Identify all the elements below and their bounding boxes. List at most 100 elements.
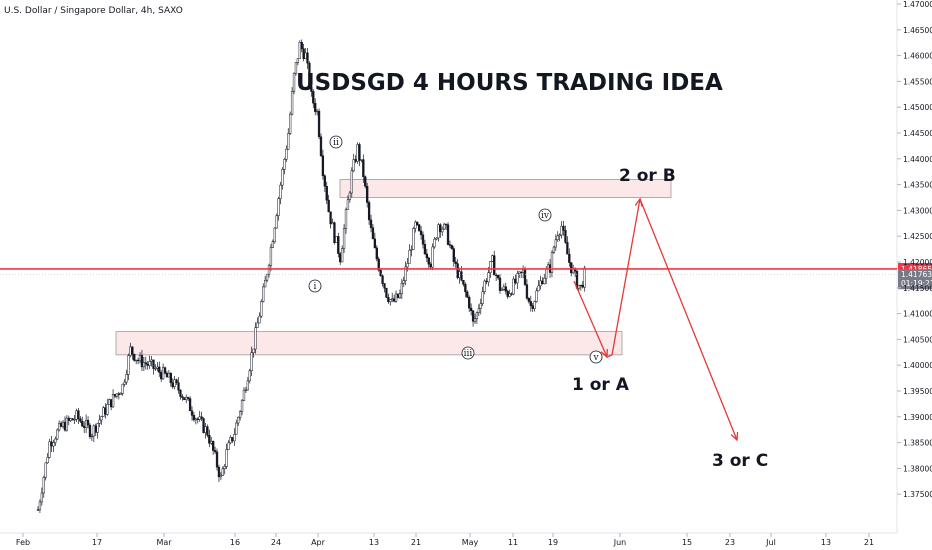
time-axis[interactable]: Feb 17 Mar 16 24 Apr 13 21 May 11 19 Jun 15 23 Jul 13 21: [16, 533, 874, 547]
candle-body: [61, 421, 65, 427]
projection-arrowhead: [634, 197, 643, 207]
candle-body: [98, 419, 101, 424]
candle-body: [496, 275, 500, 279]
candle-body: [208, 435, 211, 444]
y-tick-label: 1.41500: [903, 284, 932, 293]
wave-label: iii: [464, 349, 473, 359]
projection-arrows: 2 or B 1 or A 3 or C: [572, 166, 768, 471]
y-tick-label: 1.38000: [903, 464, 932, 473]
candle-body: [290, 91, 294, 115]
projection-segment[interactable]: [611, 198, 641, 356]
candle-body: [115, 393, 119, 397]
candle-body: [450, 245, 454, 249]
projection-segment[interactable]: [639, 198, 738, 441]
candle-body: [160, 372, 163, 380]
candle-body: [344, 209, 348, 229]
candle-body: [175, 379, 178, 383]
candle-body: [552, 246, 556, 253]
candle-body: [111, 394, 115, 408]
candle-body: [387, 297, 390, 303]
candle-body: [129, 346, 132, 356]
candle-body: [425, 253, 429, 259]
candle-body: [65, 417, 69, 431]
candle-body: [38, 501, 42, 511]
candle-body: [102, 407, 105, 417]
y-tick-label: 1.41000: [903, 310, 932, 319]
y-tick-label: 1.42500: [903, 232, 932, 241]
candle-body: [119, 393, 122, 395]
candle-body: [317, 110, 321, 138]
candle-body: [568, 253, 571, 263]
candle-body: [190, 410, 194, 416]
candle-body: [502, 286, 506, 290]
candle-body: [373, 238, 377, 249]
candle-body: [408, 249, 411, 264]
candle-body: [579, 284, 583, 287]
candle-body: [377, 258, 380, 271]
projection-segment[interactable]: [573, 280, 608, 358]
candle-body: [350, 170, 353, 194]
candle-body: [410, 249, 413, 251]
candle-body: [279, 184, 282, 199]
candle-body: [358, 144, 361, 161]
candle-body: [63, 421, 67, 431]
candle-body: [529, 301, 532, 306]
candle-body: [173, 379, 176, 388]
y-tick-label: 1.46500: [903, 26, 932, 35]
candle-body: [244, 389, 248, 392]
candle-body: [433, 238, 436, 248]
candle-body: [423, 244, 427, 255]
candle-body: [302, 48, 305, 59]
candle-body: [443, 223, 446, 230]
bar-countdown-label: 01:19:21: [901, 279, 932, 288]
projection-segment[interactable]: [606, 354, 613, 358]
candle-body: [48, 441, 51, 458]
candle-body: [67, 417, 70, 421]
candle-body: [277, 198, 280, 216]
candle-body: [577, 284, 581, 289]
candle-body: [506, 290, 509, 297]
x-tick-label: May: [462, 538, 479, 547]
price-axis[interactable]: 1.47000 1.46500 1.46000 1.45500 1.45000 1.445…: [897, 0, 932, 499]
candle-body: [154, 368, 157, 370]
candle-body: [165, 372, 169, 378]
candle-body: [491, 255, 494, 262]
candle-body: [69, 418, 72, 421]
projection-arrowhead: [730, 431, 739, 442]
wave-circle: [329, 135, 343, 149]
candle-body: [495, 274, 498, 277]
candle-body: [412, 228, 415, 250]
candle-body: [329, 211, 332, 225]
zone-box[interactable]: [339, 179, 672, 198]
candle-body: [133, 353, 136, 361]
candle-body: [429, 263, 432, 268]
candle-body: [81, 421, 84, 427]
candle-body: [113, 394, 117, 397]
candle-body: [319, 136, 323, 156]
candle-body: [79, 418, 82, 422]
candle-body: [566, 242, 569, 255]
candle-body: [196, 418, 199, 420]
zone-box[interactable]: [115, 331, 623, 356]
y-tick-label: 1.39500: [903, 387, 932, 396]
candle-body: [389, 299, 392, 303]
candle-body: [348, 192, 352, 200]
wave-circle: [461, 346, 475, 360]
candle-body: [362, 159, 365, 178]
candle-body: [75, 410, 78, 420]
x-tick-label: Jun: [613, 538, 627, 547]
candle-body: [40, 492, 44, 503]
candle-body: [108, 399, 111, 405]
candle-body: [44, 462, 47, 478]
candle-body: [391, 298, 394, 300]
y-tick-label: 1.42000: [903, 258, 932, 267]
candle-body: [181, 396, 184, 398]
candle-body: [262, 286, 265, 302]
candle-body: [475, 312, 479, 319]
candle-body: [441, 228, 444, 233]
candle-body: [406, 263, 409, 268]
candle-body: [169, 372, 172, 384]
candle-body: [346, 199, 350, 210]
